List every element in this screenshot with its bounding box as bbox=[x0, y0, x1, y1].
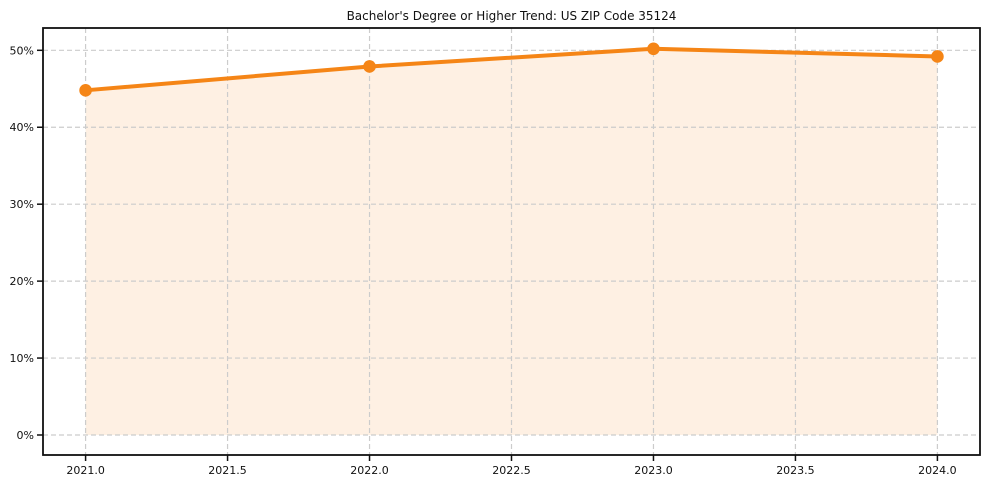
y-tick-label: 50% bbox=[10, 44, 34, 57]
x-tick-label: 2023.5 bbox=[776, 464, 815, 477]
x-tick-label: 2022.0 bbox=[350, 464, 389, 477]
x-tick-label: 2024.0 bbox=[918, 464, 957, 477]
y-tick-label: 30% bbox=[10, 198, 34, 211]
data-point-marker bbox=[931, 50, 944, 63]
chart-title: Bachelor's Degree or Higher Trend: US ZI… bbox=[346, 9, 677, 23]
x-tick-label: 2021.5 bbox=[208, 464, 247, 477]
y-tick-label: 0% bbox=[17, 429, 34, 442]
x-tick-label: 2023.0 bbox=[634, 464, 673, 477]
data-point-marker bbox=[363, 60, 376, 73]
x-tick-label: 2022.5 bbox=[492, 464, 531, 477]
data-point-marker bbox=[647, 42, 660, 56]
data-point-marker bbox=[79, 84, 92, 97]
area-fill bbox=[85, 48, 938, 435]
y-tick-label: 40% bbox=[10, 121, 34, 134]
y-tick-label: 10% bbox=[10, 352, 34, 365]
trend-line bbox=[83, 46, 940, 93]
y-tick-label: 20% bbox=[10, 275, 34, 288]
x-tick-label: 2021.0 bbox=[66, 464, 105, 477]
